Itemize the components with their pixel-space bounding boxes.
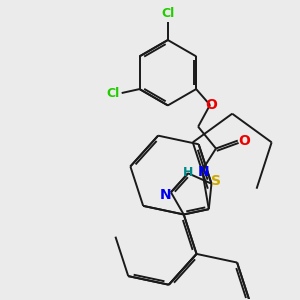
- Text: O: O: [238, 134, 250, 148]
- Text: Cl: Cl: [106, 86, 120, 100]
- Text: S: S: [212, 174, 221, 188]
- Text: N: N: [197, 165, 209, 179]
- Text: O: O: [205, 98, 217, 112]
- Text: Cl: Cl: [161, 7, 175, 20]
- Text: H: H: [183, 166, 194, 179]
- Text: N: N: [160, 188, 172, 202]
